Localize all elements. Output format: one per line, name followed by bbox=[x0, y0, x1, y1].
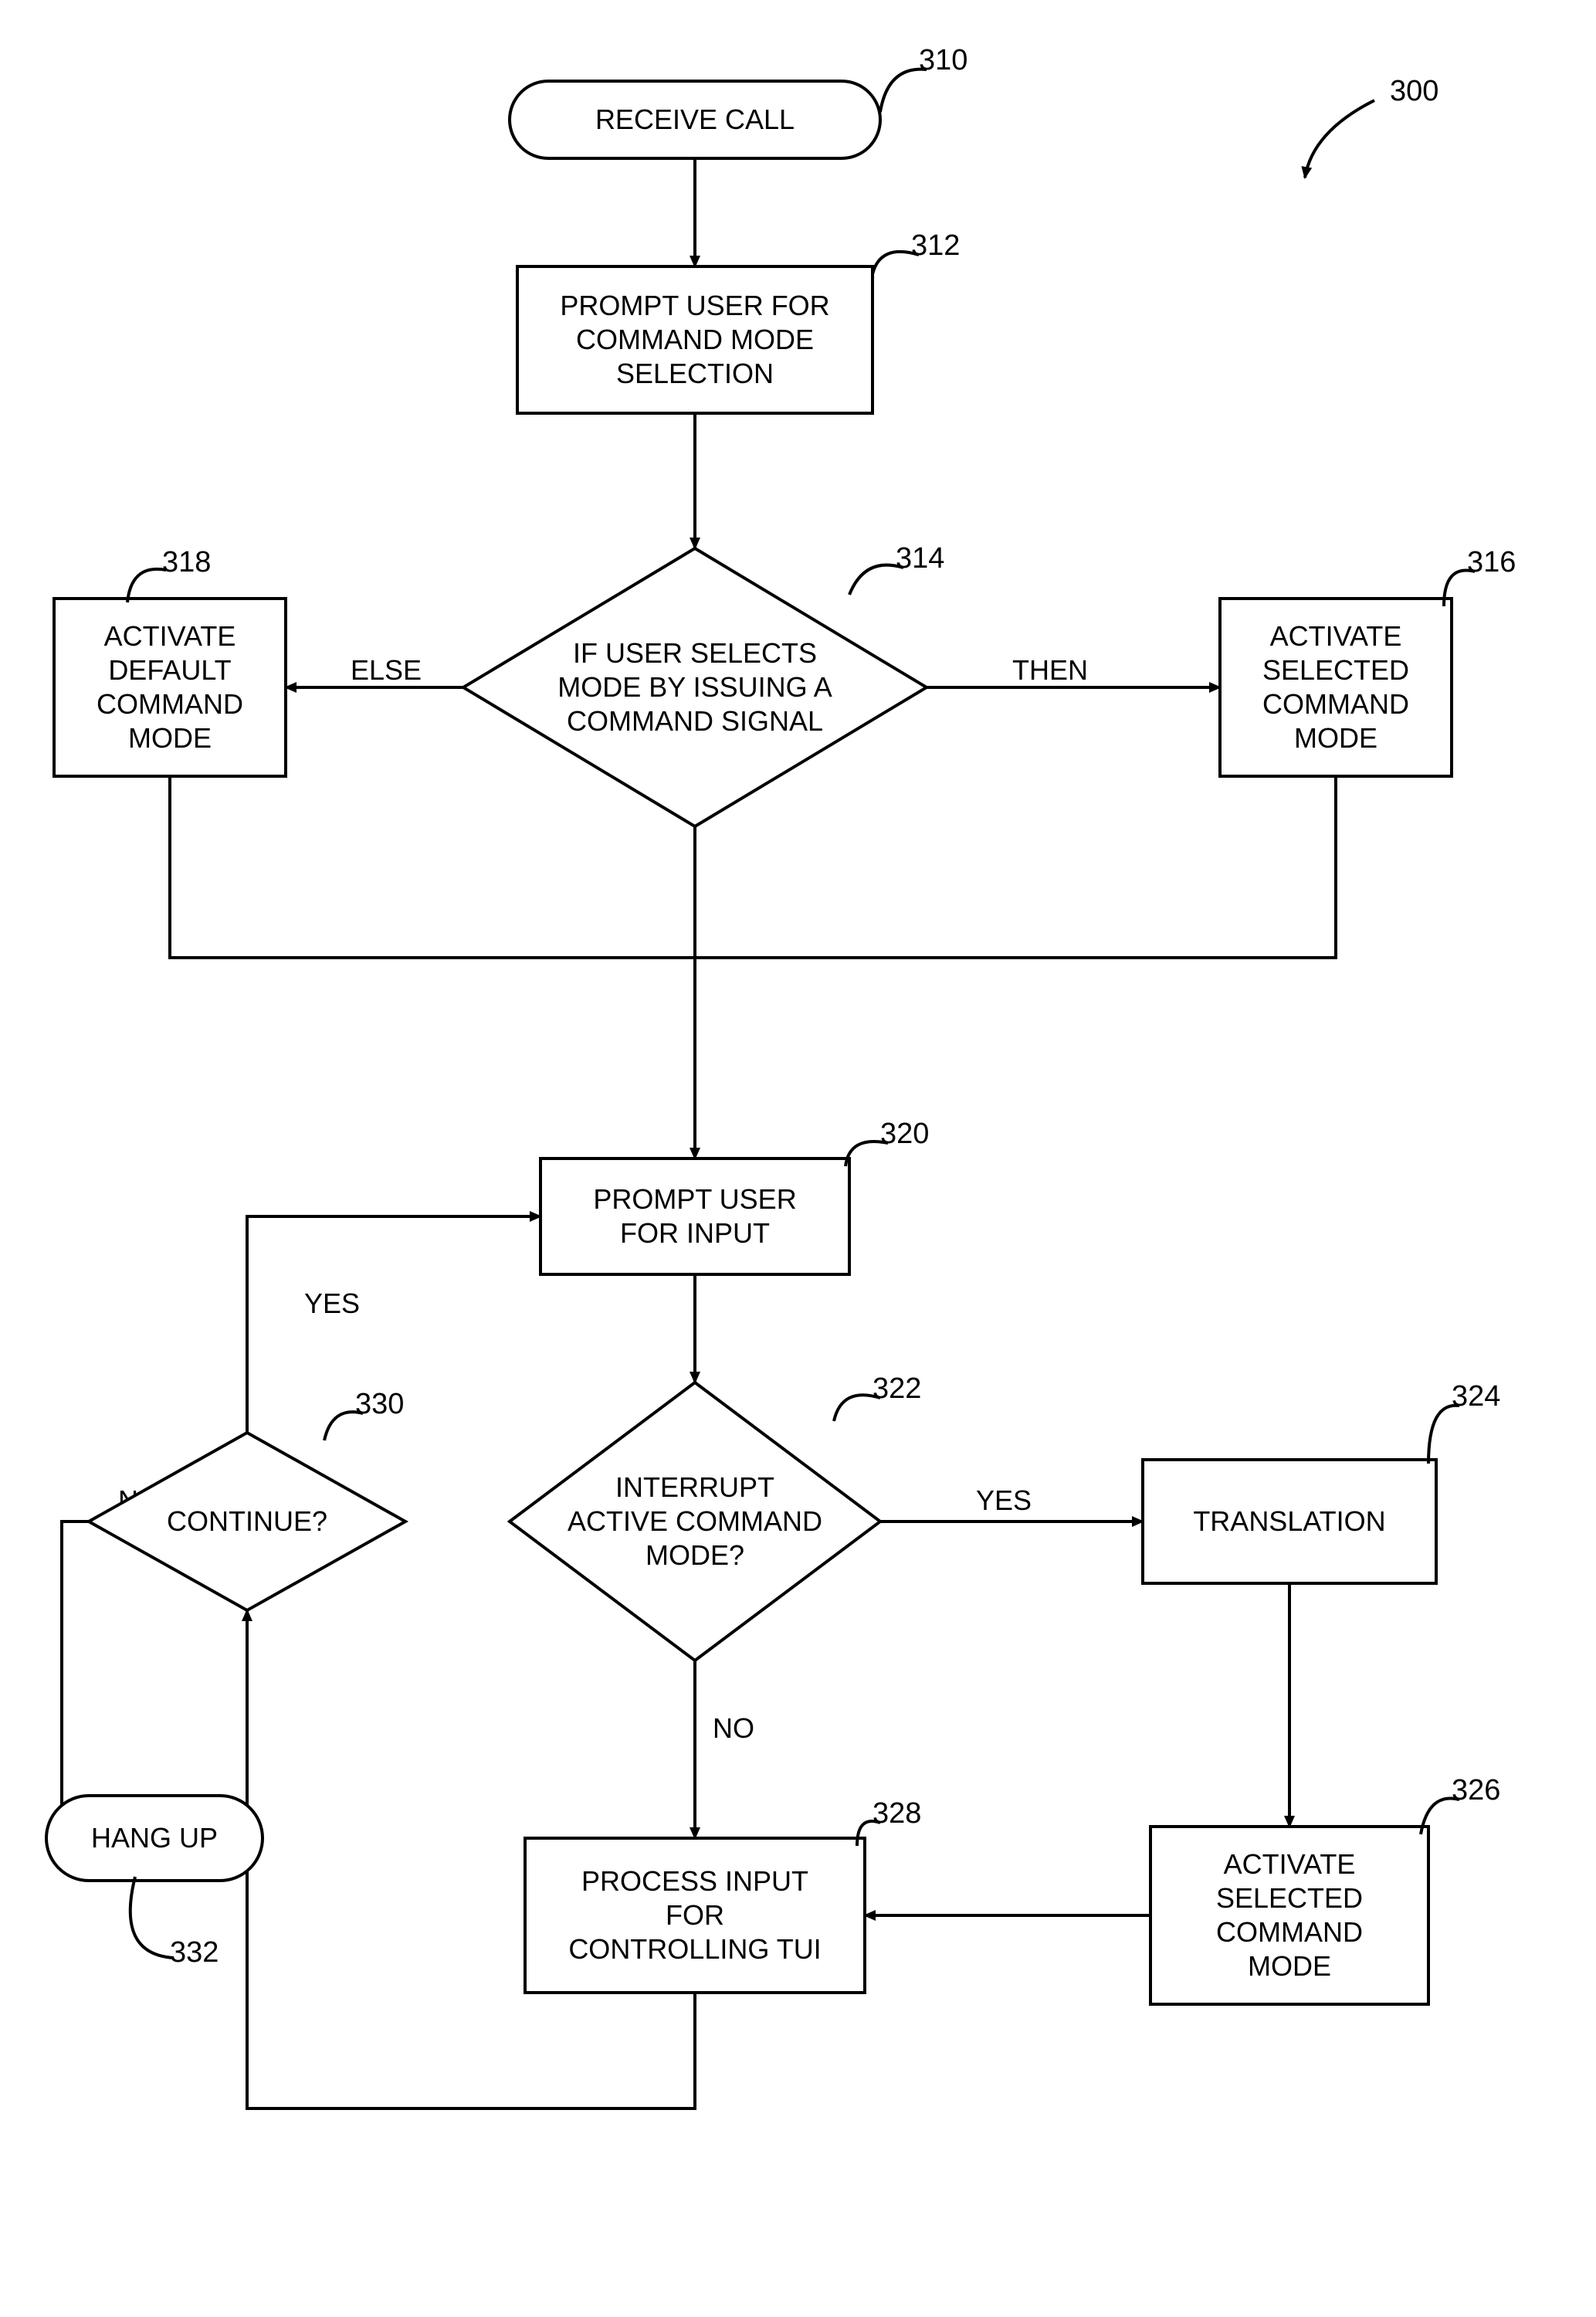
callout-n312: 312 bbox=[911, 229, 960, 262]
node-n330: CONTINUE? bbox=[89, 1433, 405, 1610]
node-label-n310-0: RECEIVE CALL bbox=[595, 103, 795, 135]
callout-hook-h324 bbox=[1428, 1406, 1459, 1464]
node-n320: PROMPT USERFOR INPUT bbox=[540, 1158, 849, 1274]
node-label-n316-0: ACTIVATE bbox=[1270, 620, 1402, 652]
callout-n330: 330 bbox=[355, 1388, 404, 1420]
callout-n318: 318 bbox=[162, 546, 211, 578]
flowchart-canvas: THENELSEYESNOYESNO RECEIVE CALLPROMPT US… bbox=[0, 0, 1596, 2317]
node-label-n328-0: PROCESS INPUT bbox=[581, 1865, 808, 1897]
node-label-n322-0: INTERRUPT bbox=[615, 1471, 774, 1503]
node-n316: ACTIVATESELECTEDCOMMANDMODE bbox=[1220, 599, 1452, 776]
edge-label-e314-318: ELSE bbox=[351, 654, 422, 686]
edge-e318-down bbox=[170, 776, 695, 958]
node-n312: PROMPT USER FORCOMMAND MODESELECTION bbox=[517, 266, 873, 413]
edge-label-e322-328: NO bbox=[713, 1712, 754, 1744]
node-n332: HANG UP bbox=[46, 1796, 263, 1881]
edge-label-e314-316: THEN bbox=[1012, 654, 1088, 686]
node-label-n330-0: CONTINUE? bbox=[167, 1505, 327, 1537]
node-label-n322-2: MODE? bbox=[646, 1539, 744, 1571]
callout-n332: 332 bbox=[170, 1936, 219, 1969]
node-n322: INTERRUPTACTIVE COMMANDMODE? bbox=[510, 1382, 880, 1661]
node-label-n312-2: SELECTION bbox=[616, 358, 774, 389]
edge-e316-down bbox=[695, 776, 1336, 958]
node-label-n316-3: MODE bbox=[1294, 722, 1377, 754]
node-label-n326-3: MODE bbox=[1248, 1950, 1331, 1982]
node-label-n314-0: IF USER SELECTS bbox=[573, 637, 817, 669]
callout-n320: 320 bbox=[880, 1118, 929, 1150]
node-label-n318-3: MODE bbox=[128, 722, 212, 754]
callout-n314: 314 bbox=[896, 542, 944, 575]
edge-label-e322-324: YES bbox=[976, 1484, 1032, 1516]
callout-n324: 324 bbox=[1452, 1380, 1500, 1413]
callout-n310: 310 bbox=[919, 44, 967, 76]
node-n324: TRANSLATION bbox=[1143, 1460, 1436, 1583]
node-label-n318-1: DEFAULT bbox=[108, 654, 231, 686]
node-label-n316-2: COMMAND bbox=[1262, 688, 1409, 720]
node-n326: ACTIVATESELECTEDCOMMANDMODE bbox=[1150, 1827, 1428, 2004]
node-label-n326-1: SELECTED bbox=[1216, 1882, 1363, 1914]
callout-n326: 326 bbox=[1452, 1774, 1500, 1806]
node-label-n332-0: HANG UP bbox=[91, 1822, 218, 1854]
node-label-n314-1: MODE BY ISSUING A bbox=[557, 671, 832, 703]
callout-hook-h332 bbox=[130, 1877, 174, 1958]
node-label-n320-0: PROMPT USER bbox=[593, 1183, 796, 1215]
node-label-n314-2: COMMAND SIGNAL bbox=[567, 705, 823, 737]
edge-e330-332no bbox=[62, 1521, 89, 1838]
callout-hook-h300 bbox=[1305, 100, 1374, 178]
node-label-n312-1: COMMAND MODE bbox=[576, 324, 814, 355]
node-label-n328-1: FOR bbox=[666, 1899, 724, 1931]
node-label-n328-2: CONTROLLING TUI bbox=[568, 1933, 821, 1965]
node-label-n316-1: SELECTED bbox=[1262, 654, 1409, 686]
callout-n316: 316 bbox=[1467, 546, 1516, 578]
edge-label-e330-320yes: YES bbox=[304, 1287, 360, 1319]
node-n318: ACTIVATEDEFAULTCOMMANDMODE bbox=[54, 599, 286, 776]
node-label-n320-1: FOR INPUT bbox=[620, 1217, 770, 1249]
node-label-n326-2: COMMAND bbox=[1216, 1916, 1363, 1948]
node-n310: RECEIVE CALL bbox=[510, 81, 880, 158]
node-label-n312-0: PROMPT USER FOR bbox=[560, 290, 829, 321]
figure-label: 300 bbox=[1390, 75, 1438, 107]
node-n328: PROCESS INPUTFORCONTROLLING TUI bbox=[525, 1838, 865, 1993]
callout-n328: 328 bbox=[873, 1797, 921, 1830]
node-label-n318-2: COMMAND bbox=[97, 688, 243, 720]
node-label-n326-0: ACTIVATE bbox=[1224, 1848, 1356, 1880]
node-label-n322-1: ACTIVE COMMAND bbox=[568, 1505, 822, 1537]
node-label-n318-0: ACTIVATE bbox=[104, 620, 236, 652]
callout-n322: 322 bbox=[873, 1372, 921, 1405]
node-label-n324-0: TRANSLATION bbox=[1193, 1505, 1385, 1537]
node-n314: IF USER SELECTSMODE BY ISSUING ACOMMAND … bbox=[463, 548, 927, 826]
